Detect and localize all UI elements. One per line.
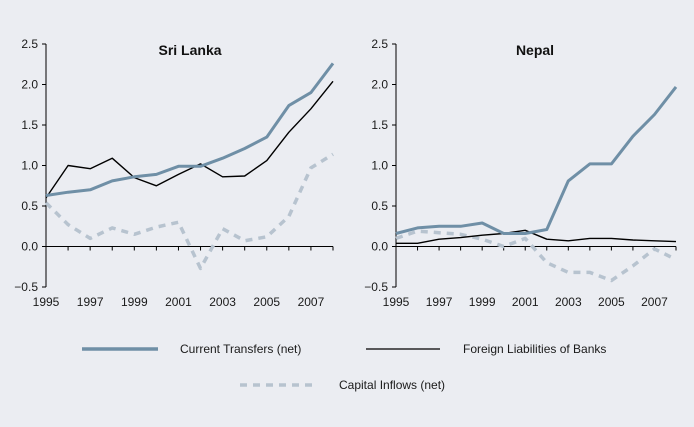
sri-lanka-y-tick-label: −0.5 — [14, 280, 38, 294]
sri-lanka-foreign-liabilities-line — [45, 80, 334, 199]
sri-lanka-x-tick-label: 2007 — [298, 295, 325, 309]
sri-lanka-x-tick-label: 1997 — [77, 295, 104, 309]
nepal-x-tick-label: 2007 — [641, 295, 668, 309]
nepal-y-tick-label: 1.5 — [371, 118, 388, 132]
sri-lanka-y-tick-label: 0.5 — [21, 199, 38, 213]
nepal-x-tick-label: 1999 — [469, 295, 496, 309]
sri-lanka-current-transfers-line — [45, 62, 335, 197]
nepal-y-tick-label: 2.0 — [371, 78, 388, 92]
nepal-y-tick-label: 0.0 — [371, 240, 388, 254]
nepal-y-tick-label: 1.0 — [371, 159, 388, 173]
nepal-x-tick-label: 1997 — [426, 295, 453, 309]
nepal-x-tick-label: 1995 — [383, 295, 410, 309]
sri-lanka-y-tick-label: 2.5 — [21, 37, 38, 51]
sri-lanka-capital-inflows-line — [44, 152, 334, 271]
sri-lanka-x-tick-label: 2001 — [165, 295, 192, 309]
sri-lanka-y-tick-label: 0.0 — [21, 240, 38, 254]
sri-lanka-title: Sri Lanka — [158, 42, 221, 58]
legend-label-current-transfers: Current Transfers (net) — [180, 342, 301, 356]
nepal-y-tick-label: 2.5 — [371, 37, 388, 51]
sri-lanka-x-tick-label: 1995 — [33, 295, 60, 309]
nepal-y-tick-label: 0.5 — [371, 199, 388, 213]
nepal-x-tick-label: 2001 — [512, 295, 539, 309]
legend: Current Transfers (net) Foreign Liabilit… — [82, 342, 606, 392]
nepal-title: Nepal — [516, 42, 554, 58]
nepal-current-transfers-line — [395, 85, 678, 235]
nepal-y-tick-label: −0.5 — [364, 280, 388, 294]
legend-label-capital-inflows: Capital Inflows (net) — [339, 378, 445, 392]
sri-lanka-x-tick-label: 2003 — [209, 295, 236, 309]
legend-label-foreign-liabilities: Foreign Liabilities of Banks — [463, 342, 606, 356]
sri-lanka-y-tick-label: 1.0 — [21, 159, 38, 173]
nepal-x-tick-label: 2003 — [555, 295, 582, 309]
nepal-foreign-liabilities-line — [396, 229, 677, 245]
nepal-x-tick-label: 2005 — [598, 295, 625, 309]
sri-lanka-x-tick-label: 2005 — [253, 295, 280, 309]
sri-lanka-x-tick-label: 1999 — [121, 295, 148, 309]
sri-lanka-y-tick-label: 2.0 — [21, 78, 38, 92]
sri-lanka-y-tick-label: 1.5 — [21, 118, 38, 132]
